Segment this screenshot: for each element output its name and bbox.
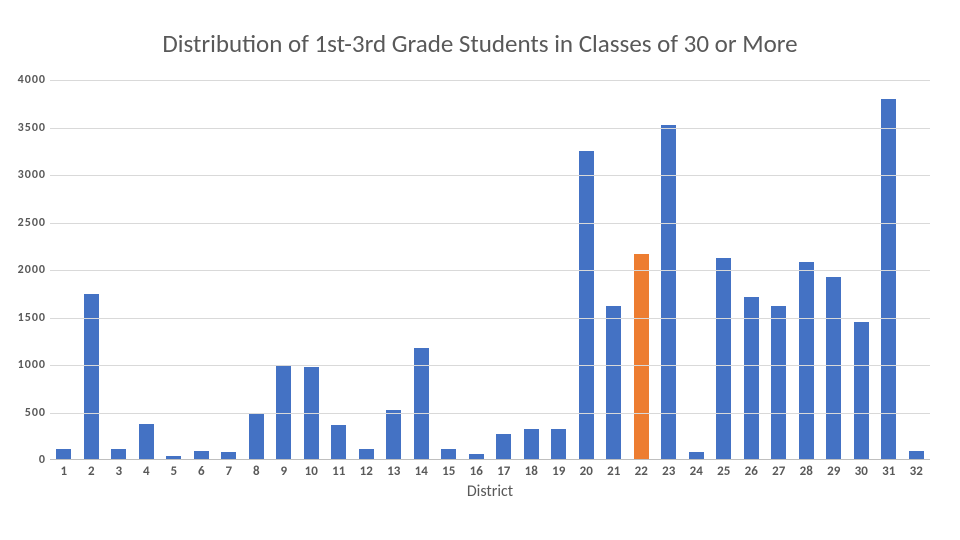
x-tick-label: 32 <box>910 464 923 479</box>
x-tick-label: 17 <box>497 464 510 479</box>
x-tick-label: 20 <box>580 464 593 479</box>
grid-line <box>50 413 930 414</box>
bar <box>881 99 896 460</box>
x-tick-label: 18 <box>525 464 538 479</box>
bar <box>139 424 154 460</box>
bar <box>84 294 99 460</box>
x-tick-label: 23 <box>662 464 675 479</box>
x-axis-title: District <box>50 482 930 501</box>
x-tick-label: 8 <box>253 464 260 479</box>
bar <box>716 258 731 460</box>
y-tick-label: 3500 <box>8 121 46 135</box>
x-tick-label: 2 <box>88 464 95 479</box>
bar <box>854 322 869 460</box>
x-tick-label: 1 <box>60 464 67 479</box>
bar <box>606 306 621 460</box>
x-tick-label: 16 <box>470 464 483 479</box>
chart-title: Distribution of 1st-3rd Grade Students i… <box>0 28 960 59</box>
x-tick-label: 28 <box>800 464 813 479</box>
bar <box>386 410 401 460</box>
x-tick-label: 21 <box>607 464 620 479</box>
x-tick-label: 30 <box>855 464 868 479</box>
x-tick-label: 15 <box>442 464 455 479</box>
x-tick-label: 5 <box>170 464 177 479</box>
bar <box>524 429 539 460</box>
y-tick-label: 500 <box>8 406 46 420</box>
bar <box>249 413 264 461</box>
x-tick-label: 3 <box>115 464 122 479</box>
grid-line <box>50 365 930 366</box>
plot-area: District 0500100015002000250030003500400… <box>50 80 930 460</box>
grid-line <box>50 175 930 176</box>
x-tick-label: 6 <box>198 464 205 479</box>
x-tick-label: 26 <box>745 464 758 479</box>
bar <box>579 151 594 460</box>
x-tick-label: 31 <box>882 464 895 479</box>
x-axis-line <box>50 459 930 460</box>
y-tick-label: 4000 <box>8 73 46 87</box>
grid-line <box>50 223 930 224</box>
x-tick-label: 29 <box>827 464 840 479</box>
grid-line <box>50 128 930 129</box>
grid-line <box>50 80 930 81</box>
x-tick-label: 13 <box>387 464 400 479</box>
bar <box>826 277 841 460</box>
x-tick-label: 9 <box>280 464 287 479</box>
x-tick-label: 25 <box>717 464 730 479</box>
chart-container: Distribution of 1st-3rd Grade Students i… <box>0 0 960 540</box>
x-tick-label: 22 <box>635 464 648 479</box>
bar <box>331 425 346 460</box>
x-tick-label: 4 <box>143 464 150 479</box>
grid-line <box>50 318 930 319</box>
x-tick-label: 7 <box>225 464 232 479</box>
bar <box>771 306 786 460</box>
y-tick-label: 2000 <box>8 263 46 277</box>
bar <box>634 254 649 460</box>
x-tick-label: 10 <box>305 464 318 479</box>
x-tick-label: 14 <box>415 464 428 479</box>
bar <box>799 262 814 460</box>
y-tick-label: 1500 <box>8 311 46 325</box>
bar <box>496 434 511 460</box>
x-tick-label: 27 <box>772 464 785 479</box>
x-tick-label: 11 <box>332 464 345 479</box>
x-tick-label: 12 <box>360 464 373 479</box>
y-tick-label: 3000 <box>8 168 46 182</box>
y-tick-label: 0 <box>8 453 46 467</box>
bar <box>744 297 759 460</box>
y-tick-label: 2500 <box>8 216 46 230</box>
bar <box>551 429 566 460</box>
y-tick-label: 1000 <box>8 358 46 372</box>
x-tick-label: 19 <box>552 464 565 479</box>
x-tick-label: 24 <box>690 464 703 479</box>
grid-line <box>50 270 930 271</box>
